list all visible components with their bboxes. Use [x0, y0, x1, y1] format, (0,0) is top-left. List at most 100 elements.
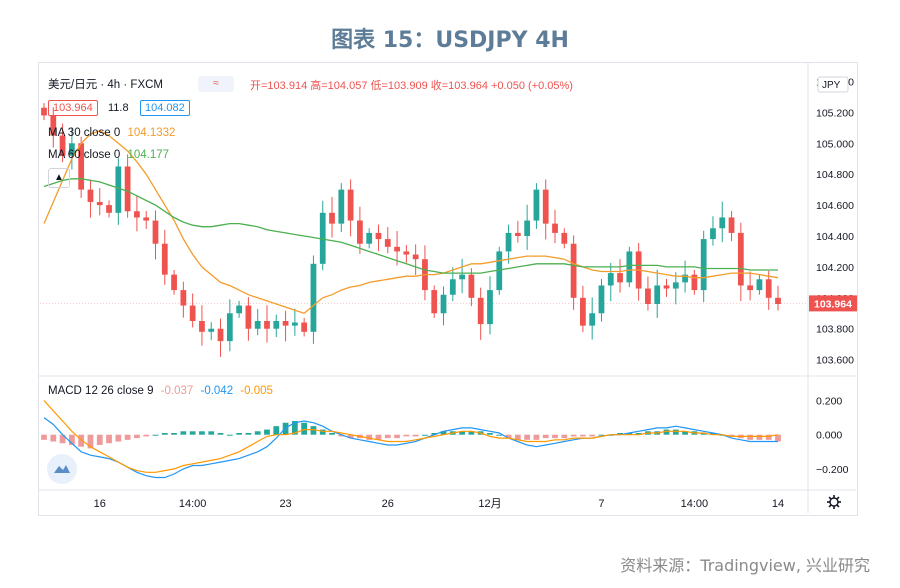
- macd-histogram-bar: [115, 434, 122, 442]
- macd-histogram-bar: [59, 434, 66, 444]
- change-value: +0.050 (+0.05%): [491, 80, 573, 92]
- candle-body: [208, 328, 215, 332]
- macd-histogram-bar: [208, 431, 215, 435]
- time-tick-label: 14:00: [179, 498, 207, 510]
- bid-price-button[interactable]: 103.964: [48, 100, 98, 116]
- macd-histogram-bar: [533, 434, 540, 440]
- candle-body: [552, 223, 558, 233]
- ma60-legend[interactable]: MA 60 close 0 104.177: [48, 149, 169, 161]
- gear-icon[interactable]: [827, 495, 841, 509]
- macd-histogram-bar: [589, 434, 596, 437]
- tradingview-logo-icon[interactable]: [47, 454, 77, 484]
- macd-histogram-bar: [514, 434, 521, 440]
- macd-histogram-bar: [440, 431, 447, 435]
- macd-histogram-bar: [180, 431, 187, 435]
- candle-body: [645, 288, 651, 304]
- macd-histogram-bar: [710, 433, 716, 435]
- macd-histogram-bar: [310, 426, 317, 435]
- macd-legend[interactable]: MACD 12 26 close 9 -0.037 -0.042 -0.005: [48, 385, 273, 397]
- candle-body: [607, 273, 614, 286]
- candle-body: [580, 297, 586, 326]
- macd-tick-label: 0.000: [816, 430, 842, 442]
- high-value: 高=104.057: [310, 80, 368, 92]
- time-tick-label: 23: [279, 498, 291, 510]
- macd-histogram-bar: [672, 429, 679, 435]
- candle-body: [449, 279, 456, 295]
- macd-histogram-bar: [394, 434, 400, 439]
- candle-body: [226, 313, 233, 342]
- macd-histogram-bar: [87, 434, 94, 449]
- macd-histogram-bar: [524, 434, 531, 440]
- macd-histogram-bar: [728, 434, 735, 437]
- symbol-label[interactable]: 美元/日元 · 4h · FXCM: [48, 79, 164, 91]
- candle-body: [282, 321, 289, 326]
- macd-histogram-bar: [422, 434, 428, 436]
- collapse-legend-button[interactable]: ▲: [48, 168, 70, 188]
- open-value: 开=103.914: [250, 80, 308, 92]
- wave-icon[interactable]: ≈: [198, 76, 234, 92]
- time-tick-label: 26: [382, 498, 394, 510]
- candle-body: [487, 290, 493, 325]
- time-tick-label: 16: [94, 498, 106, 510]
- macd-histogram-bar: [78, 434, 85, 447]
- macd-histogram-bar: [161, 433, 168, 435]
- ohlc-values: 开=103.914 高=104.057 低=103.909 收=103.964 …: [250, 77, 573, 93]
- candle-body: [589, 313, 596, 326]
- candle-body: [171, 274, 177, 291]
- candle-body: [626, 251, 633, 283]
- time-tick-label: 12月: [478, 498, 501, 510]
- macd-histogram-bar: [217, 433, 224, 435]
- chart-panel[interactable]: [38, 62, 858, 516]
- candle-body: [524, 220, 531, 236]
- macd-signal-value: -0.005: [240, 385, 273, 397]
- price-tick-label: 103.800: [816, 324, 854, 336]
- macd-histogram-bar: [152, 434, 159, 436]
- candle-body: [78, 143, 85, 190]
- candle-body: [468, 274, 475, 298]
- macd-histogram-bar: [496, 434, 503, 436]
- macd-histogram-bar: [245, 433, 252, 435]
- macd-histogram-bar: [338, 434, 345, 437]
- macd-histogram-bar: [468, 431, 475, 435]
- macd-histogram-bar: [329, 433, 335, 435]
- gear-tooth: [828, 496, 832, 500]
- macd-histogram-bar: [96, 434, 103, 445]
- candle-body: [477, 297, 484, 325]
- macd-histogram-bar: [765, 434, 772, 440]
- candle-body: [747, 285, 754, 291]
- price-tick-label: 104.800: [816, 169, 854, 181]
- gear-tooth: [828, 504, 832, 508]
- macd-histogram-bar: [347, 434, 354, 439]
- candle-body: [217, 328, 224, 342]
- macd-histogram-bar: [189, 431, 196, 435]
- ma60-label: MA 60 close 0: [48, 149, 121, 161]
- candle-body: [570, 243, 577, 298]
- ma30-legend[interactable]: MA 30 close 0 104.1332: [48, 127, 175, 139]
- candle-body: [329, 212, 335, 224]
- ma30-line: [43, 130, 779, 315]
- ohlc-header: 美元/日元 · 4h · FXCM: [48, 76, 167, 92]
- macd-tick-label: −0.200: [816, 464, 849, 476]
- macd-histogram-bar: [236, 433, 242, 435]
- ask-price-button[interactable]: 104.082: [140, 100, 190, 116]
- candle-body: [561, 232, 568, 244]
- candle-body: [775, 297, 781, 304]
- price-tick-label: 105.200: [816, 107, 854, 119]
- gear-tooth: [836, 504, 840, 508]
- ma60-line: [43, 178, 778, 274]
- candle-body: [68, 143, 75, 156]
- macd-histogram-bar: [635, 433, 642, 435]
- candle-body: [654, 285, 661, 304]
- time-tick-label: 14:00: [681, 498, 709, 510]
- candle-body: [199, 321, 205, 332]
- candle-body: [273, 321, 280, 329]
- candle-body: [366, 232, 373, 244]
- macd-label: MACD 12 26 close 9: [48, 385, 154, 397]
- candle-body: [682, 274, 688, 283]
- macd-histogram-bar: [700, 433, 707, 435]
- time-tick-label: 7: [598, 498, 604, 510]
- macd-histogram-bar: [598, 434, 605, 436]
- macd-histogram-bar: [617, 433, 623, 435]
- candle-body: [87, 189, 94, 202]
